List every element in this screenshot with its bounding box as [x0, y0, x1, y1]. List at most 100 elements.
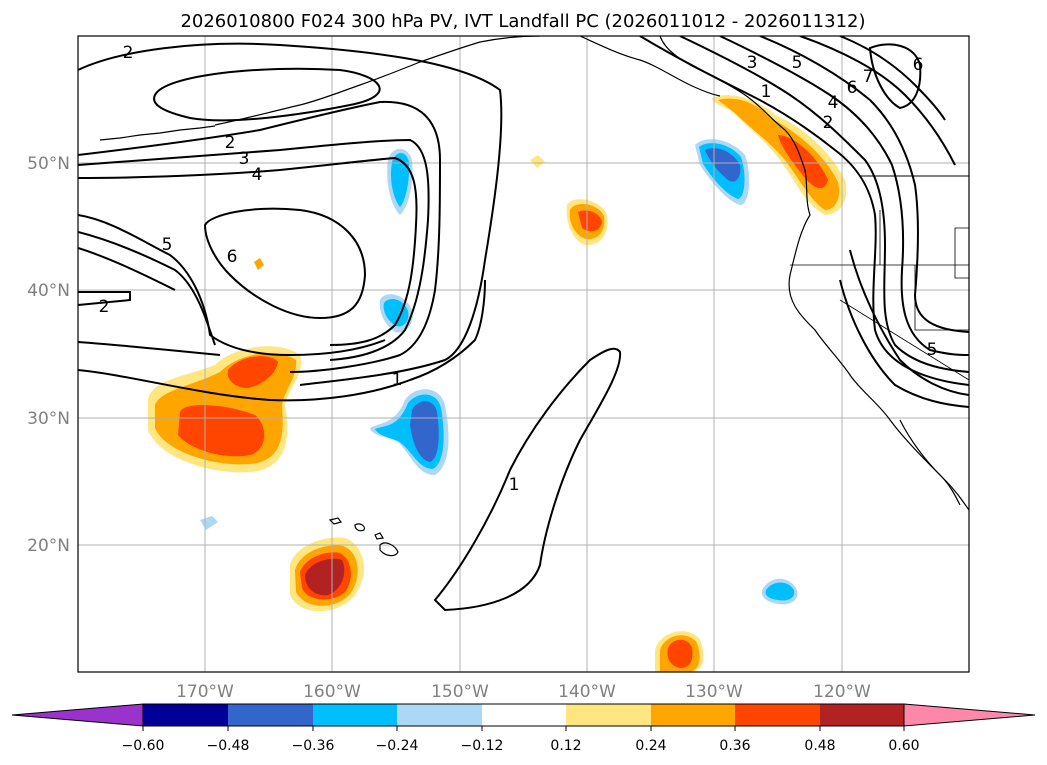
pv-contour-line: [153, 67, 381, 122]
aleutians: [99, 125, 216, 141]
pv-contour-line: [849, 249, 969, 396]
colorbar-segment: [143, 704, 228, 726]
pv-contour-line: [78, 341, 221, 356]
coastlines: [99, 36, 969, 557]
positive-anomaly-region: [778, 135, 828, 189]
pv-contour-line: [78, 42, 503, 386]
colorbar-tick-label: −0.36: [292, 738, 335, 754]
contour-label: 3: [747, 53, 758, 73]
contour-label: 6: [227, 247, 238, 267]
colorbar-segment: [482, 704, 566, 726]
pv-contour-line: [78, 138, 430, 361]
pv-contour-line: [433, 347, 622, 612]
pv-contour-line: [639, 36, 969, 386]
contour-labels: 2 2 3 4 5 6 2 1 1 3 5 1 4 2 6 7 6 5: [99, 43, 938, 495]
contour-label: 6: [847, 78, 858, 98]
pv-contours: [78, 36, 969, 612]
map-title: 2026010800 F024 300 hPa PV, IVT Landfall…: [180, 11, 865, 32]
pv-contour-line: [78, 279, 486, 402]
contour-label: 2: [99, 297, 110, 317]
pv-contour-line: [868, 43, 922, 110]
contour-label: 3: [239, 149, 250, 169]
colorbar-over-extension: [903, 703, 1036, 727]
contour-label: 2: [225, 133, 236, 153]
lon-label: 150°W: [431, 682, 489, 702]
island: [379, 542, 399, 557]
pv-contour-line: [759, 36, 969, 333]
pv-contour-line: [78, 247, 176, 291]
contour-label: 4: [252, 165, 263, 185]
lon-label: 170°W: [176, 682, 234, 702]
lon-label: 160°W: [303, 682, 361, 702]
pv-contour-line: [78, 231, 216, 346]
lon-label: 130°W: [685, 682, 743, 702]
contour-label: 4: [828, 93, 839, 113]
pv-contour-line: [78, 100, 442, 373]
colorbar-under-extension: [11, 703, 144, 727]
contour-label: 2: [123, 43, 134, 63]
colorbar-segment: [566, 704, 651, 726]
map-content: 2 2 3 4 5 6 2 1 1 3 5 1 4 2 6 7 6 5: [78, 36, 969, 672]
pv-contour-line: [203, 207, 367, 320]
lon-label: 140°W: [558, 682, 616, 702]
contour-label: 5: [162, 235, 173, 255]
colorbar-ticks: [142, 726, 905, 731]
shaded-anomalies: [148, 95, 847, 672]
lat-label: 20°N: [27, 536, 70, 556]
contour-label: 1: [392, 370, 403, 390]
state-line: [839, 299, 969, 381]
colorbar-tick-label: −0.60: [122, 738, 165, 754]
negative-anomaly-region: [383, 299, 409, 327]
positive-anomaly-region: [667, 639, 693, 668]
positive-anomaly-region: [305, 558, 345, 596]
colorbar-segment: [735, 704, 820, 726]
contour-label: 2: [823, 113, 834, 133]
colorbar-tick-label: 0.36: [719, 738, 750, 754]
colorbar-segment: [313, 704, 397, 726]
longitude-labels: 170°W 160°W 150°W 140°W 130°W 120°W: [176, 682, 871, 702]
positive-anomaly-region: [530, 155, 545, 168]
colorbar-tick-label: −0.48: [207, 738, 250, 754]
lat-label: 30°N: [27, 409, 70, 429]
colorbar-tick-label: −0.24: [376, 738, 419, 754]
positive-anomaly-region: [578, 210, 602, 232]
colorbar-tick-label: 0.48: [804, 738, 835, 754]
map-frame: [77, 35, 970, 673]
lat-label: 40°N: [27, 281, 70, 301]
colorbar-tick-label: 0.60: [888, 738, 919, 754]
negative-anomaly-region: [410, 401, 439, 462]
colorbar-frame: [142, 703, 905, 727]
negative-anomaly-region: [390, 153, 410, 207]
pv-contour-line: [719, 36, 969, 356]
island: [374, 532, 384, 540]
lon-label: 120°W: [813, 682, 871, 702]
colorbar-tick-label: 0.12: [550, 738, 581, 754]
latitude-labels: 50°N 40°N 30°N 20°N: [27, 154, 70, 556]
contour-label: 5: [792, 53, 803, 73]
contour-label: 7: [863, 67, 874, 87]
contour-label: 1: [761, 82, 772, 102]
map-panel: [78, 36, 969, 672]
lat-label: 50°N: [27, 154, 70, 174]
pv-contour-line: [799, 36, 956, 166]
colorbar-segment: [820, 704, 904, 726]
baja-coast: [899, 419, 961, 506]
north-america-coast: [659, 36, 969, 511]
pv-contour-line: [78, 156, 418, 346]
island: [354, 523, 365, 532]
colorbar-tick-label: 0.24: [635, 738, 666, 754]
positive-anomaly-region: [227, 356, 278, 388]
alaska-coast: [579, 36, 721, 97]
pv-contour-line: [839, 279, 969, 408]
pv-contour-line: [78, 214, 386, 357]
pv-contour-line: [839, 36, 946, 121]
contour-label: 1: [509, 475, 520, 495]
colorbar: −0.60 −0.48 −0.36 −0.24 −0.12 0.12 0.24 …: [11, 703, 1036, 754]
colorbar-segment: [651, 704, 735, 726]
positive-anomaly-region: [254, 258, 264, 270]
contour-label: 6: [913, 55, 924, 75]
alaska-coast: [214, 36, 541, 126]
island: [328, 517, 343, 525]
pv-contour-line: [78, 291, 131, 306]
